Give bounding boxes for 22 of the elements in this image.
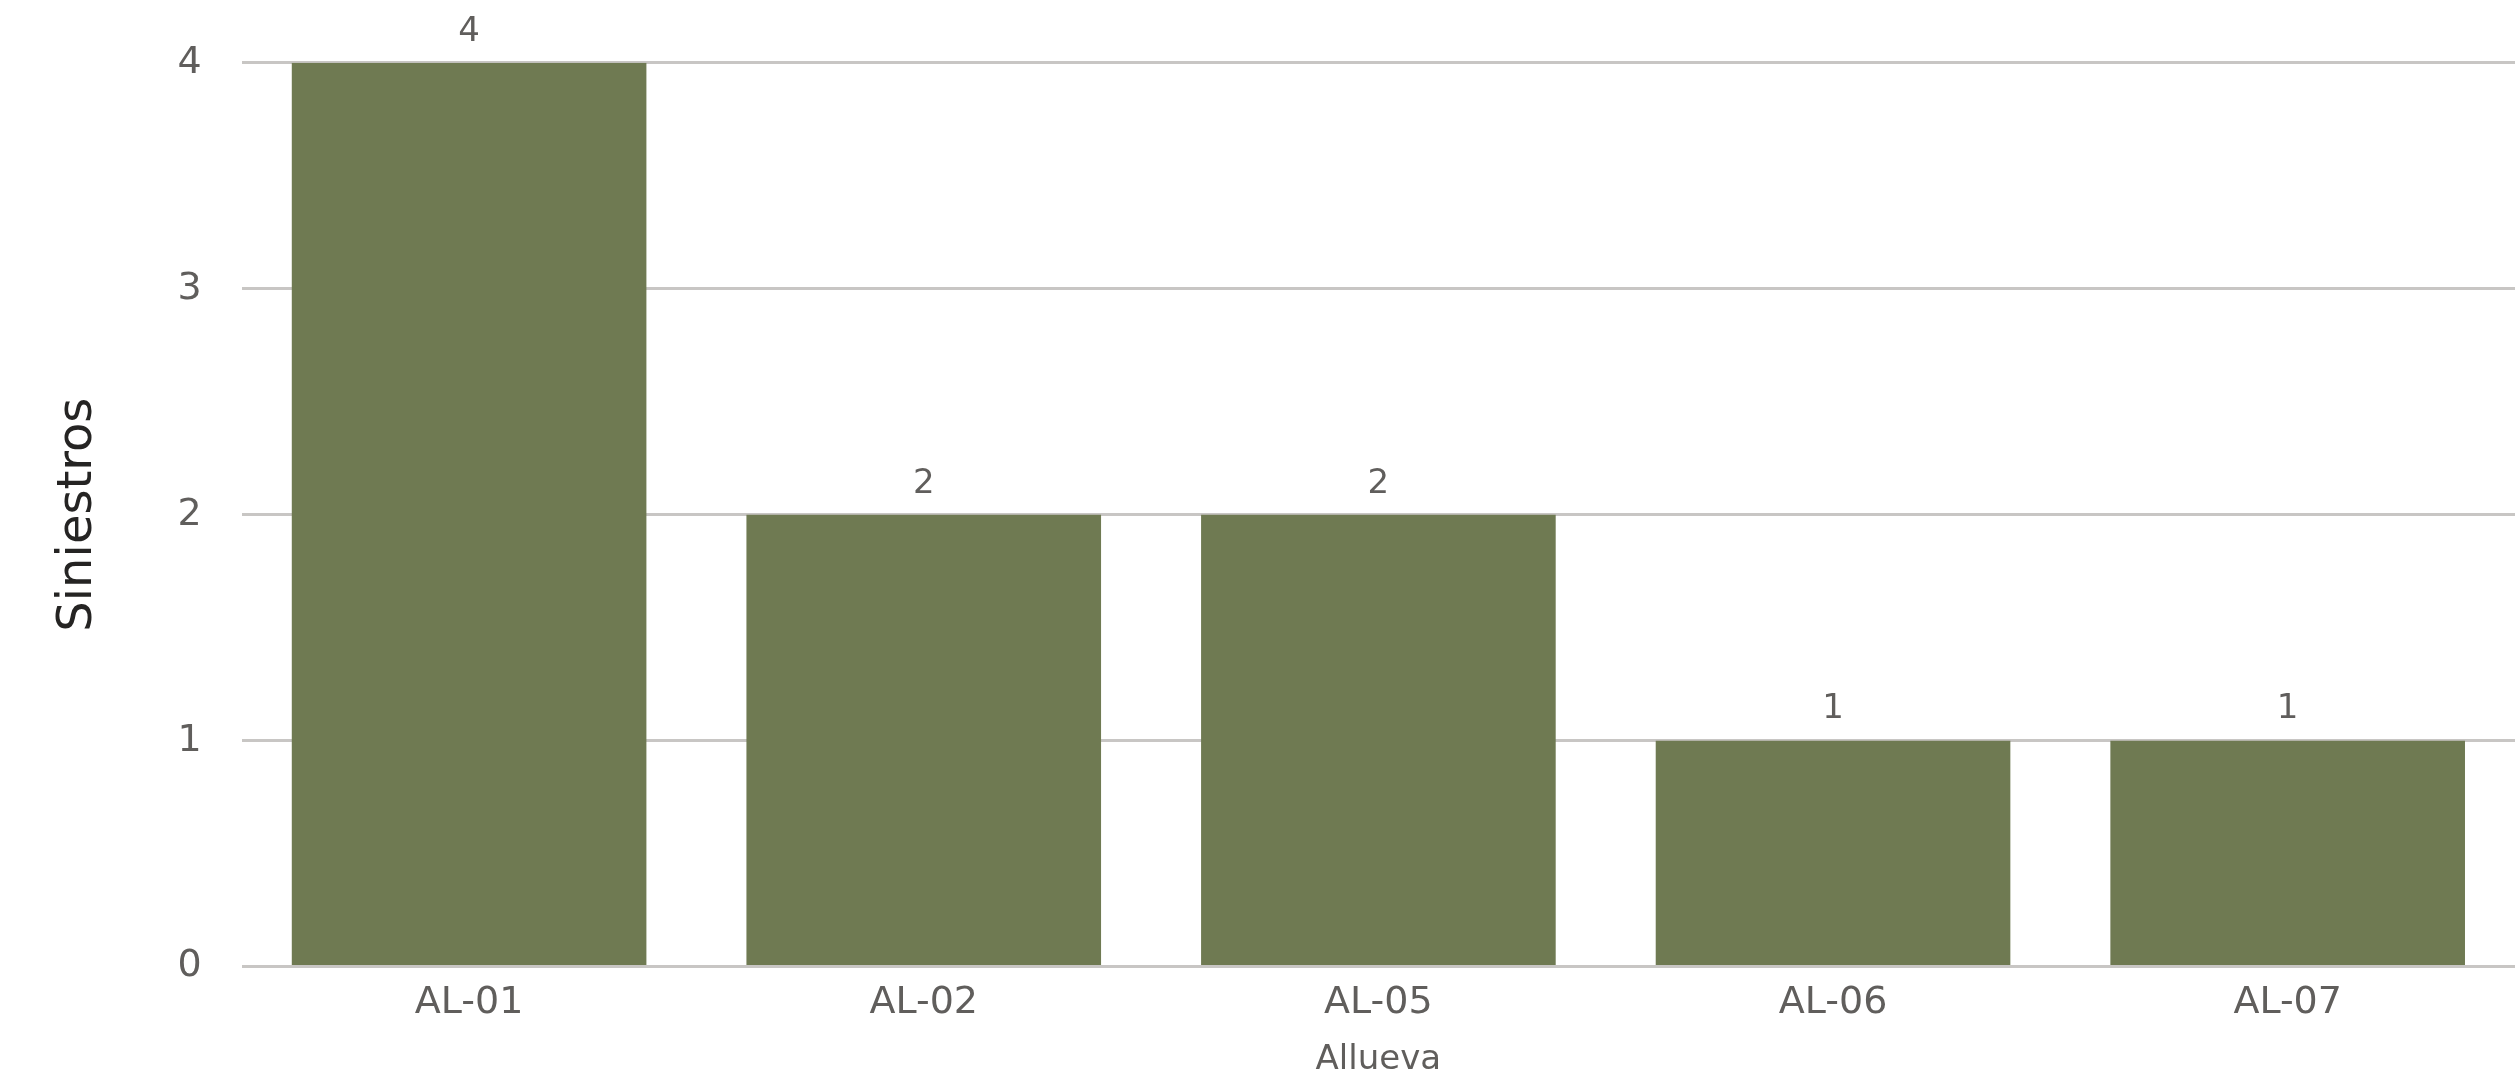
y-tick-label: 0 (177, 941, 202, 986)
y-tick-label: 2 (177, 489, 202, 534)
y-tick-label: 4 (177, 37, 202, 82)
bar (2110, 740, 2465, 966)
bar (746, 514, 1102, 966)
x-tick-label: AL-06 (1778, 978, 1888, 1023)
data-label: 4 (458, 8, 480, 49)
y-tick-label: 3 (177, 263, 202, 308)
bar (1201, 514, 1556, 966)
x-tick-label: AL-01 (414, 978, 524, 1023)
x-axis-title: Allueva (1315, 1037, 1442, 1078)
data-label: 1 (1822, 686, 1844, 727)
bar (1655, 740, 2011, 966)
y-tick-label: 1 (177, 715, 202, 760)
data-label: 1 (2276, 686, 2299, 727)
bar (291, 62, 647, 966)
x-tick-label: AL-02 (869, 978, 979, 1023)
data-label: 2 (1367, 460, 1390, 501)
x-tick-label: AL-05 (1324, 978, 1433, 1023)
x-tick-label: AL-07 (2233, 978, 2342, 1023)
y-axis-title: Siniestros (46, 397, 103, 632)
data-label: 2 (912, 460, 935, 501)
